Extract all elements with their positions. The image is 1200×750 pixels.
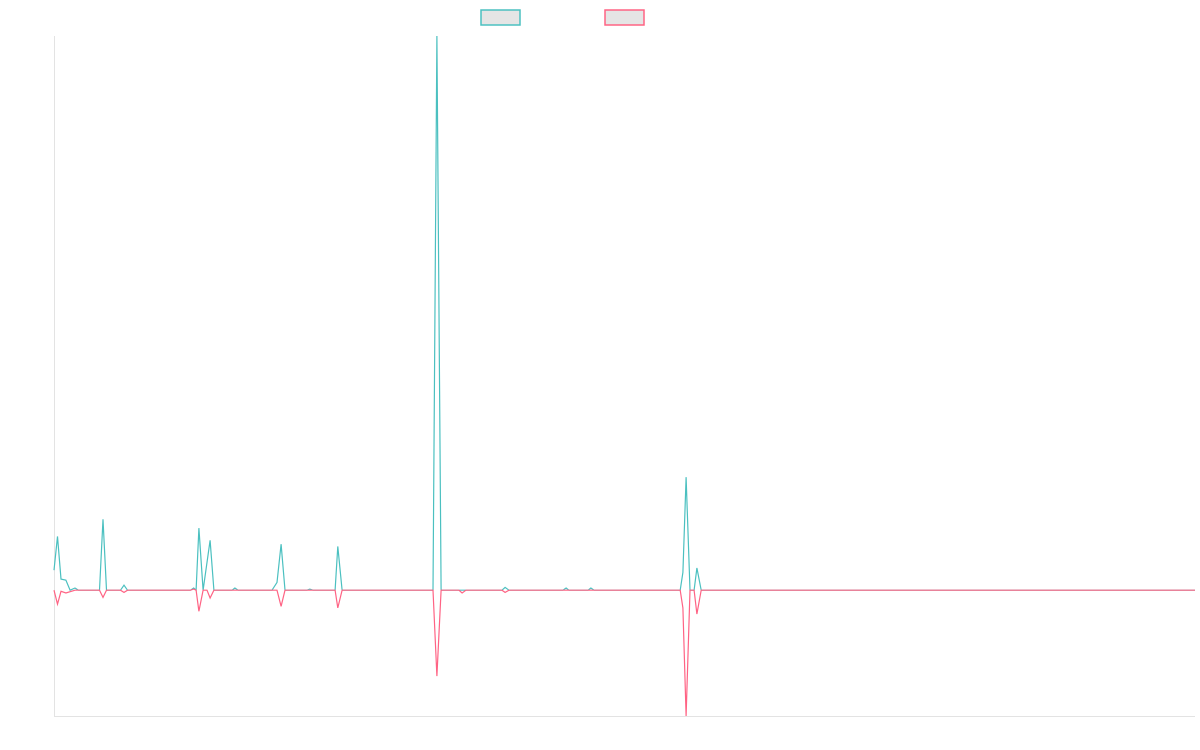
- legend: [480, 9, 645, 26]
- legend-swatch-1[interactable]: [480, 9, 521, 26]
- legend-swatch-2[interactable]: [604, 9, 645, 26]
- series-line-2: [53, 588, 1195, 717]
- series-line-1: [53, 35, 1195, 592]
- series-group: [53, 35, 1195, 717]
